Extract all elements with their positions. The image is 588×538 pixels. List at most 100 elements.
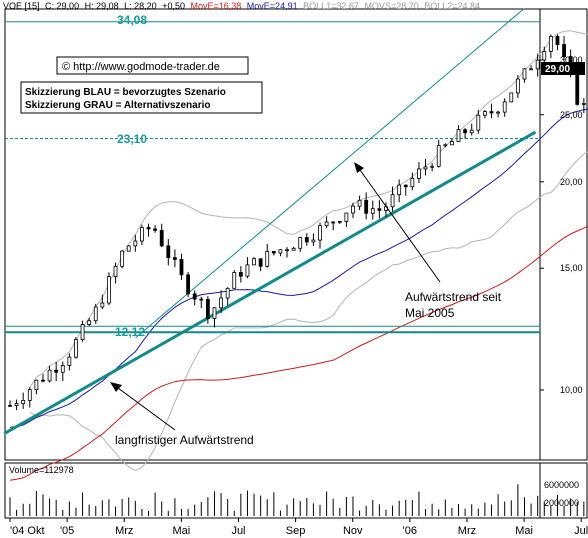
- time-tick-label: Mrz: [458, 525, 476, 537]
- candle-body: [258, 258, 263, 267]
- candle-body: [212, 307, 217, 319]
- scenario-legend-gray: Skizzierung GRAU = Alternativszenario: [25, 100, 211, 111]
- candle-body: [133, 240, 138, 247]
- candle-body: [166, 245, 171, 259]
- candle-body: [219, 297, 223, 309]
- annotation-arrowhead-trend: [354, 162, 364, 173]
- volume-axis: 6000000 2000000: [544, 480, 579, 508]
- candle-body: [120, 250, 125, 267]
- candle-body: [186, 274, 190, 295]
- time-tick-label: '04 Okt: [10, 525, 45, 537]
- volume-axis-panel: [539, 462, 588, 519]
- price-tick-label: 15,00: [560, 263, 583, 273]
- candle-body: [238, 272, 243, 277]
- price-tick-label: 30,00: [560, 55, 583, 65]
- candle-body: [443, 144, 448, 147]
- candle-body: [113, 265, 118, 277]
- time-tick-label: Mai: [515, 525, 533, 537]
- price-axis-panel: [539, 8, 588, 461]
- candle-body: [456, 129, 461, 142]
- candle-body: [489, 111, 494, 114]
- candle-body: [8, 405, 12, 407]
- candle-body: [417, 168, 421, 179]
- annotation-longterm: langfristiger Aufwärtstrend: [115, 433, 254, 447]
- candlesticks: [8, 34, 586, 411]
- bollinger-upper: [29, 30, 588, 388]
- candle-body: [476, 114, 481, 131]
- candle-body: [285, 249, 289, 252]
- candle-body: [436, 145, 441, 167]
- time-tick-label: Nov: [343, 525, 363, 537]
- moving-average-slow: [9, 225, 588, 481]
- bollinger-lower: [29, 150, 588, 472]
- candle-body: [245, 264, 250, 277]
- candle-body: [430, 165, 435, 168]
- candle-body: [311, 239, 316, 243]
- time-axis: '04 Okt'05MrzMaiJulSepNov'06MrzMaiJulSep…: [9, 518, 588, 537]
- candle-body: [304, 237, 309, 243]
- candle-body: [41, 379, 45, 382]
- candle-body: [54, 369, 59, 373]
- candle-body: [74, 339, 78, 358]
- candle-body: [21, 399, 26, 404]
- time-tick-label: Sep: [286, 525, 306, 537]
- candle-body: [542, 51, 547, 61]
- copyright-text: © http://www.godmode-trader.de: [62, 61, 220, 73]
- annotation-trend-line2: Mai 2005: [405, 306, 455, 320]
- candle-body: [548, 36, 553, 52]
- candle-body: [344, 212, 349, 222]
- horizontal-levels: [5, 21, 540, 334]
- candle-body: [377, 208, 382, 211]
- candle-body: [232, 272, 237, 289]
- candle-body: [252, 258, 256, 266]
- candle-body: [80, 324, 85, 340]
- candle-body: [469, 129, 474, 134]
- candle-body: [562, 44, 566, 57]
- candle-body: [324, 221, 329, 227]
- level-label-high: 34,08: [117, 13, 147, 27]
- price-axis: 30,00 25,00 20,00 15,00 10,00: [540, 55, 583, 395]
- candle-body: [575, 73, 580, 105]
- candle-body: [463, 129, 468, 134]
- price-panel: [4, 8, 541, 461]
- trendline-longterm: [3, 130, 537, 435]
- candle-body: [179, 259, 184, 276]
- bollinger-bands: [29, 30, 588, 472]
- candle-body: [529, 68, 533, 71]
- annotation-arrow-trend: [359, 169, 441, 283]
- candle-body: [205, 298, 210, 319]
- candle-body: [93, 306, 98, 322]
- candle-body: [47, 369, 52, 382]
- candle-body: [351, 205, 355, 214]
- candle-body: [364, 199, 369, 214]
- time-tick-label: Jul: [231, 525, 245, 537]
- moving-averages: [9, 108, 588, 481]
- candle-body: [502, 101, 507, 113]
- last-price-badge: [541, 62, 585, 75]
- candle-body: [370, 208, 375, 214]
- candle-body: [100, 302, 105, 308]
- candle-body: [291, 247, 296, 251]
- time-tick-label: '06: [403, 525, 417, 537]
- time-tick-label: Jul: [574, 525, 588, 537]
- candle-body: [225, 287, 230, 299]
- candle-body: [14, 403, 19, 406]
- candle-body: [199, 298, 204, 301]
- candle-body: [27, 389, 32, 401]
- candle-body: [271, 250, 276, 254]
- moving-average-fast: [9, 108, 588, 428]
- volume-tick-label: 6000000: [544, 480, 579, 490]
- candle-body: [509, 92, 514, 103]
- candle-body: [357, 199, 362, 207]
- candle-body: [192, 293, 197, 300]
- candle-body: [403, 184, 408, 188]
- candle-body: [140, 227, 144, 242]
- chart-header: VOE [15] C: 29,00 H: 29,08 L: 28,20 +0,5…: [3, 1, 480, 11]
- candle-body: [337, 221, 342, 223]
- scenario-legend-blue: Skizzierung BLAU = bevorzugtes Szenario: [25, 87, 226, 98]
- candle-body: [483, 111, 487, 116]
- trendlines: [3, 8, 537, 435]
- candle-body: [172, 257, 177, 260]
- candle-body: [153, 228, 158, 231]
